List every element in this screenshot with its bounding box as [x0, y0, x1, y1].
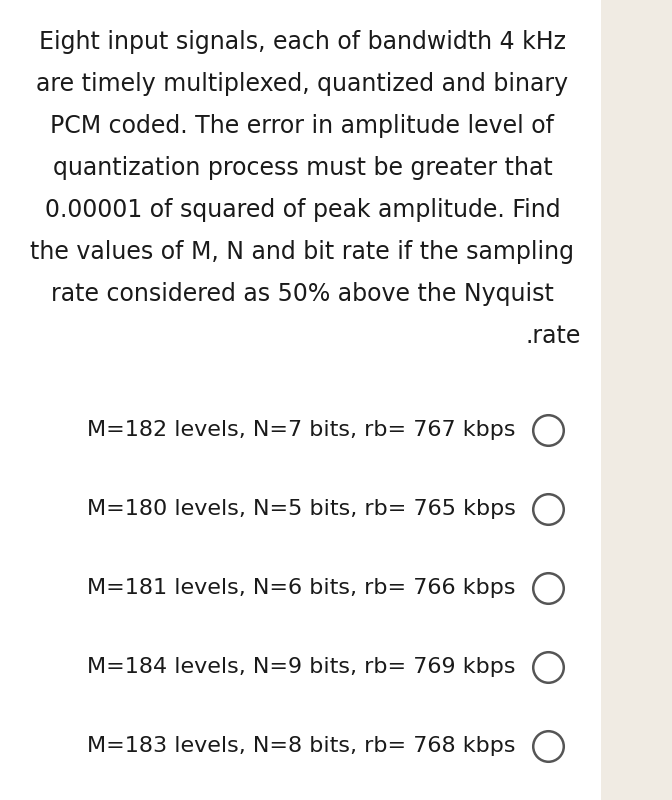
Text: M=183 levels, N=8 bits, rb= 768 kbps: M=183 levels, N=8 bits, rb= 768 kbps [87, 736, 516, 756]
Bar [601, 0, 672, 800]
Text: PCM coded. The error in amplitude level of: PCM coded. The error in amplitude level … [50, 114, 554, 138]
Text: .rate: .rate [526, 324, 581, 348]
Text: quantization process must be greater that: quantization process must be greater tha… [52, 156, 552, 180]
Text: are timely multiplexed, quantized and binary: are timely multiplexed, quantized and bi… [36, 72, 569, 96]
Text: Eight input signals, each of bandwidth 4 kHz: Eight input signals, each of bandwidth 4… [39, 30, 566, 54]
Text: M=181 levels, N=6 bits, rb= 766 kbps: M=181 levels, N=6 bits, rb= 766 kbps [87, 578, 516, 598]
Text: 0.00001 of squared of peak amplitude. Find: 0.00001 of squared of peak amplitude. Fi… [44, 198, 560, 222]
Text: the values of M, N and bit rate if the sampling: the values of M, N and bit rate if the s… [30, 240, 575, 264]
Text: M=184 levels, N=9 bits, rb= 769 kbps: M=184 levels, N=9 bits, rb= 769 kbps [87, 657, 516, 677]
Text: M=180 levels, N=5 bits, rb= 765 kbps: M=180 levels, N=5 bits, rb= 765 kbps [87, 499, 516, 519]
Bar [0, 0, 601, 800]
Text: M=182 levels, N=7 bits, rb= 767 kbps: M=182 levels, N=7 bits, rb= 767 kbps [87, 420, 516, 440]
Text: rate considered as 50% above the Nyquist: rate considered as 50% above the Nyquist [51, 282, 554, 306]
